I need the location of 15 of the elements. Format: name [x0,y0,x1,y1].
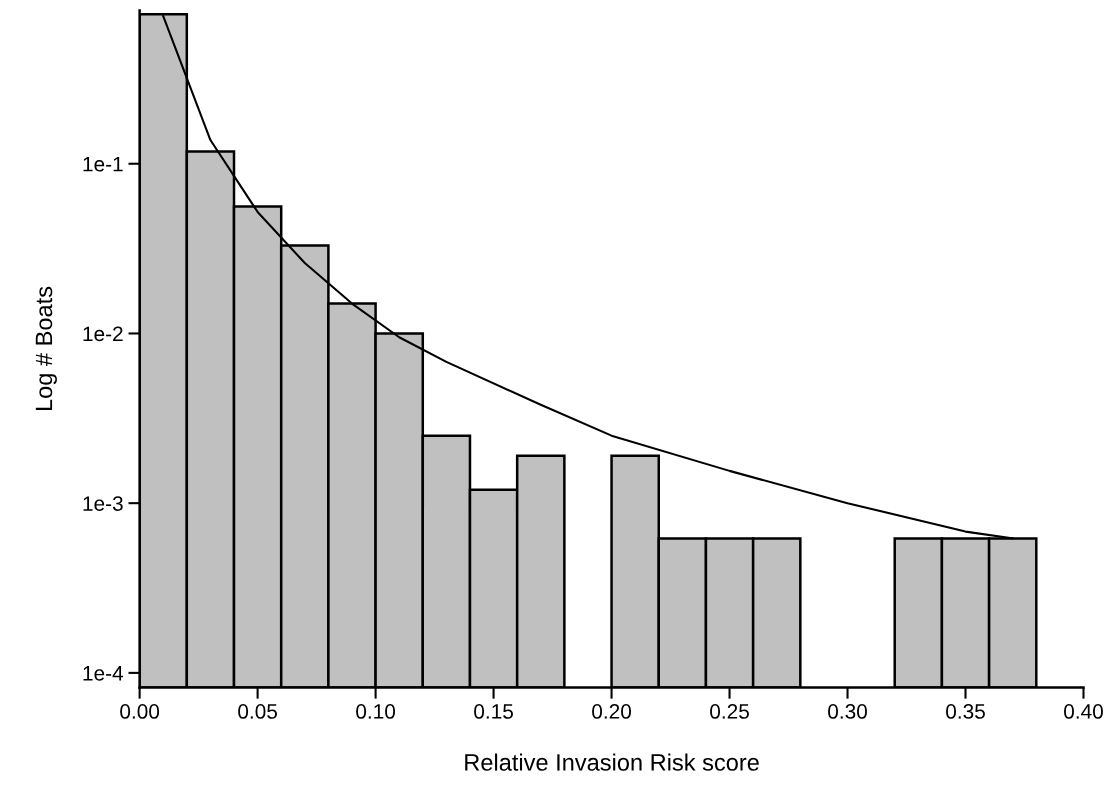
y-axis-title: Log # Boats [35,286,57,411]
y-tick-label: 1e-2 [83,326,123,342]
x-tick-label: 0.40 [1064,704,1103,719]
x-tick-label: 0.15 [474,704,513,719]
y-tick-label: 1e-3 [83,496,123,511]
x-tick-label: 0.25 [710,704,749,719]
y-tick-label: 1e-1 [83,156,123,172]
x-tick-label: 0.35 [946,704,985,719]
x-tick-label: 0.30 [828,704,867,719]
x-tick-label: 0.00 [120,704,160,719]
y-tick-label: 1e-4 [83,666,124,681]
x-axis-title: Relative Invasion Risk score [465,753,759,771]
x-tick-label: 0.20 [592,704,632,719]
x-tick-label: 0.05 [238,704,278,719]
x-tick-label: 0.10 [356,704,396,719]
